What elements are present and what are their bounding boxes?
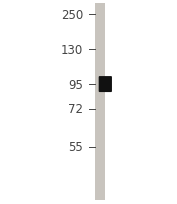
Text: 72: 72 xyxy=(68,103,83,116)
FancyBboxPatch shape xyxy=(99,77,112,93)
Text: 95: 95 xyxy=(68,78,83,91)
Bar xyxy=(95,4,105,200)
Text: 55: 55 xyxy=(68,140,83,153)
Text: 130: 130 xyxy=(61,43,83,57)
Text: 250: 250 xyxy=(61,9,83,22)
